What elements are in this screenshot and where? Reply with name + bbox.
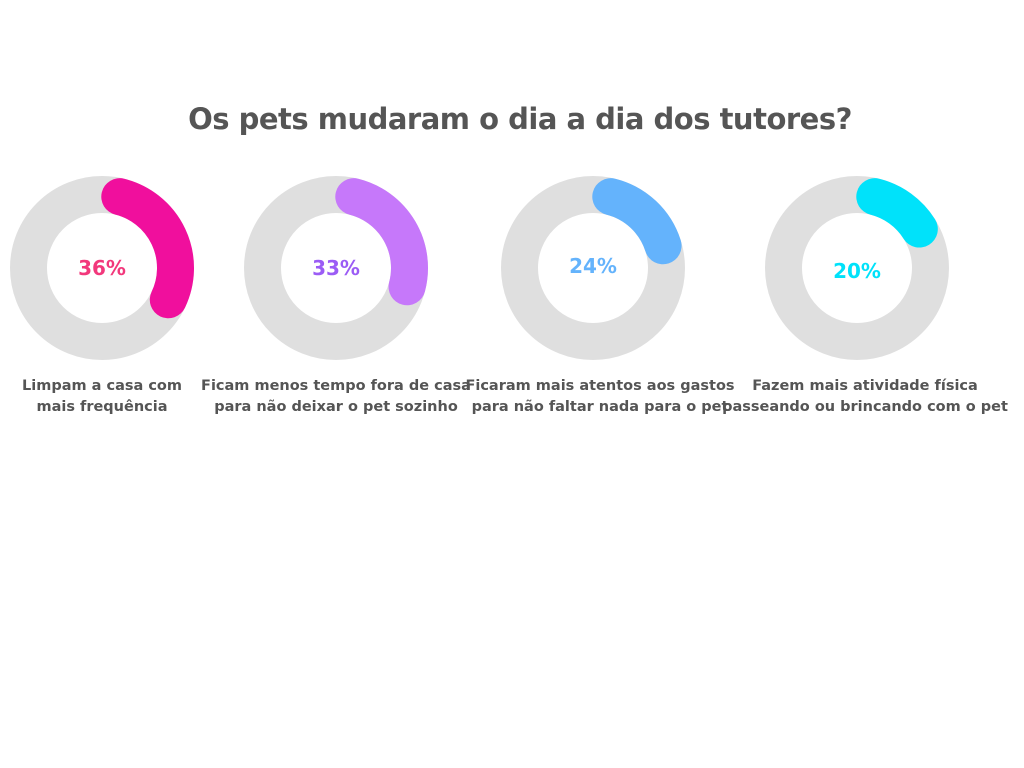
donut-value-label: 20% <box>833 259 881 283</box>
donut-category-label: Limpam a casa com mais frequência <box>0 376 252 418</box>
donut-value-arc <box>592 178 682 265</box>
donut-2: 33% <box>244 176 428 360</box>
label-line: para não faltar nada para o pet <box>471 399 729 415</box>
donut-category-label: Ficaram mais atentos aos gastos para não … <box>450 376 750 418</box>
label-line: Ficam menos tempo fora de casa <box>201 378 471 394</box>
donut-category-label: Fazem mais atividade física passeando ou … <box>715 376 1015 418</box>
donut-value-label: 33% <box>312 256 360 280</box>
label-line: passeando ou brincando com o pet <box>722 399 1008 415</box>
donut-1: 36% <box>10 176 194 360</box>
donut-category-label: Ficam menos tempo fora de casa para não d… <box>186 376 486 418</box>
donut-4: 20% <box>765 176 949 360</box>
label-line: Ficaram mais atentos aos gastos <box>465 378 735 394</box>
label-line: Fazem mais atividade física <box>752 378 978 394</box>
donut-value-arc <box>856 178 938 248</box>
donut-value-arc <box>335 178 428 306</box>
donut-value-label: 24% <box>569 254 617 278</box>
chart-title: Os pets mudaram o dia a dia dos tutores? <box>188 102 852 136</box>
label-line: mais frequência <box>36 399 168 415</box>
donut-value-arc <box>101 178 194 319</box>
donut-value-label: 36% <box>78 256 126 280</box>
label-line: para não deixar o pet sozinho <box>214 399 458 415</box>
label-line: Limpam a casa com <box>22 378 182 394</box>
donut-3: 24% <box>501 176 685 360</box>
